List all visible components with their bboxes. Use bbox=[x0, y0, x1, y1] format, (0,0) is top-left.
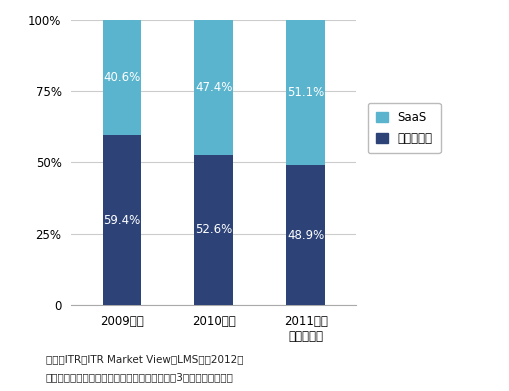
Text: 51.1%: 51.1% bbox=[287, 86, 324, 99]
Text: 47.4%: 47.4% bbox=[195, 81, 233, 94]
Text: 出典：ITR『ITR Market View：LMS市偳2012』: 出典：ITR『ITR Market View：LMS市偳2012』 bbox=[46, 354, 243, 364]
Text: 52.6%: 52.6% bbox=[195, 223, 233, 237]
Legend: SaaS, パッケージ: SaaS, パッケージ bbox=[368, 102, 441, 153]
Bar bbox=[287, 165, 325, 305]
Bar bbox=[287, 20, 325, 165]
Text: 59.4%: 59.4% bbox=[103, 214, 140, 227]
Text: ＊出荷金額はベンダーの売上金額を対象とし、3月期ベースで換算: ＊出荷金額はベンダーの売上金額を対象とし、3月期ベースで換算 bbox=[46, 372, 234, 382]
Bar bbox=[194, 20, 233, 155]
Text: 48.9%: 48.9% bbox=[287, 229, 324, 242]
Bar bbox=[102, 135, 141, 305]
Bar bbox=[194, 155, 233, 305]
Bar bbox=[102, 20, 141, 135]
Text: 40.6%: 40.6% bbox=[103, 71, 140, 84]
